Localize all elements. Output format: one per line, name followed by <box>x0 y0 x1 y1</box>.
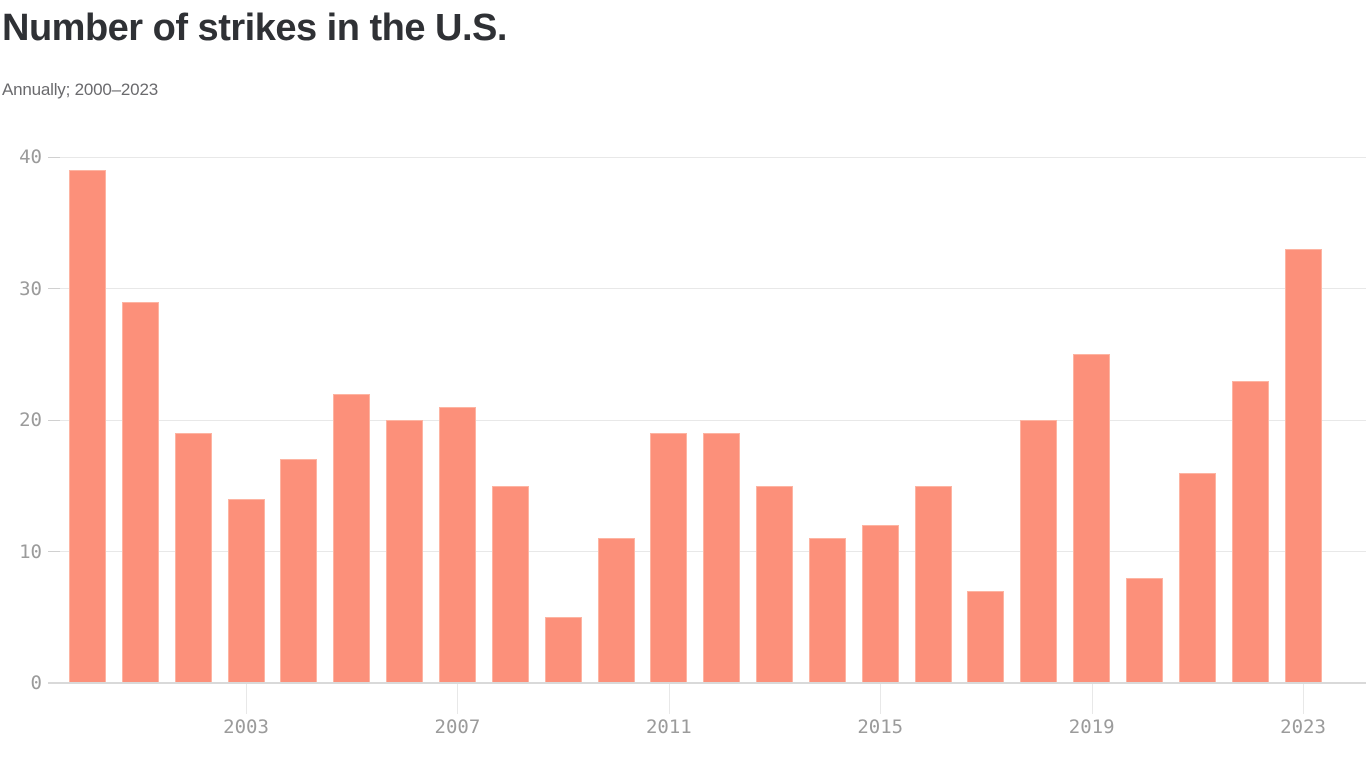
y-tick-30 <box>48 288 60 289</box>
y-tick-label-10: 10 <box>19 540 42 563</box>
bar-2020 <box>1126 577 1163 683</box>
bar-2010 <box>597 538 635 683</box>
bar-2017 <box>967 590 1005 683</box>
bar-2021 <box>1178 472 1216 683</box>
y-tick-10 <box>48 551 60 552</box>
x-tick-label-2023: 2023 <box>1280 716 1326 738</box>
chart-title: Number of strikes in the U.S. <box>2 7 507 49</box>
y-tick-label-40: 40 <box>19 146 42 168</box>
x-tick-label-2007: 2007 <box>434 716 481 738</box>
x-tick-2015 <box>880 684 882 714</box>
bar-2018 <box>1020 420 1058 683</box>
y-tick-label-0: 0 <box>30 672 42 694</box>
x-tick-label-2015: 2015 <box>857 716 904 738</box>
bar-2012 <box>703 433 741 683</box>
x-tick-2023 <box>1303 684 1305 714</box>
x-tick-2003 <box>246 684 248 714</box>
bar-2011 <box>650 433 688 683</box>
bar-2023 <box>1284 249 1322 683</box>
bar-2006 <box>386 420 424 683</box>
gridline-40 <box>48 156 1366 158</box>
bar-2007 <box>438 406 476 683</box>
bar-2009 <box>544 617 582 683</box>
chart-subtitle: Annually; 2000–2023 <box>2 80 158 99</box>
gridline-30 <box>48 288 1366 289</box>
bar-2016 <box>914 485 952 683</box>
y-tick-label-20: 20 <box>19 409 42 431</box>
x-tick-2011 <box>668 684 670 714</box>
x-tick-label-2011: 2011 <box>645 716 692 738</box>
bar-2002 <box>174 433 212 683</box>
y-tick-40 <box>48 156 60 158</box>
bar-2001 <box>121 301 159 683</box>
gridline-20 <box>48 419 1366 421</box>
y-tick-20 <box>48 419 60 421</box>
bar-2005 <box>333 393 371 683</box>
bar-2008 <box>491 485 529 683</box>
x-tick-2007 <box>457 684 459 714</box>
bar-2003 <box>227 498 265 683</box>
bar-2015 <box>861 525 899 683</box>
x-tick-label-2003: 2003 <box>223 716 269 738</box>
x-tick-2019 <box>1091 684 1093 714</box>
y-tick-label-30: 30 <box>19 277 42 300</box>
bar-2019 <box>1073 354 1111 683</box>
bar-2004 <box>280 459 318 683</box>
bar-2014 <box>808 538 846 683</box>
x-tick-label-2019: 2019 <box>1068 716 1115 738</box>
bar-2013 <box>756 485 794 683</box>
bar-2000 <box>69 170 106 683</box>
bar-2022 <box>1231 380 1269 683</box>
x-axis-line <box>48 682 1366 684</box>
